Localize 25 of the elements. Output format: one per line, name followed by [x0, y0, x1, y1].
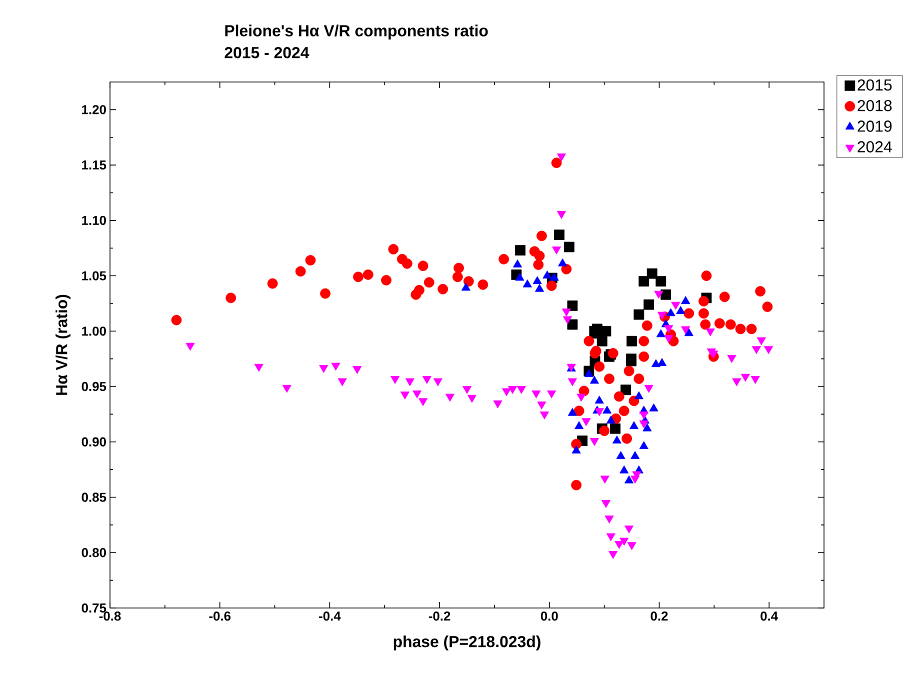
- y-tick-label: 0.90: [82, 437, 106, 446]
- y-tick-label: 0.80: [82, 548, 106, 558]
- x-tick-label: -0.6: [209, 612, 231, 621]
- legend-label: 2019: [858, 120, 892, 132]
- x-tick-label: 0.4: [760, 612, 778, 621]
- chart-title: Pleione's Hα V/R components ratio: [225, 24, 488, 40]
- legend-label: 2015: [858, 79, 892, 91]
- y-tick-label: 1.20: [82, 105, 106, 114]
- y-tick-label: 0.95: [82, 382, 106, 392]
- x-tick-label: -0.2: [428, 612, 450, 621]
- y-tick-label: 1.00: [82, 326, 106, 336]
- chart-subtitle: 2015 - 2024: [224, 47, 310, 58]
- x-tick-label: -0.4: [319, 612, 341, 621]
- x-tick-label: 0.2: [650, 612, 668, 621]
- y-tick-label: 1.05: [82, 271, 106, 280]
- x-tick-label: -0.8: [99, 612, 121, 621]
- y-tick-label: 0.75: [82, 603, 106, 613]
- y-axis-title: Hα V/R (ratio): [56, 294, 70, 395]
- x-axis-title: phase (P=218.023d): [394, 636, 540, 650]
- y-tick-label: 0.85: [82, 492, 106, 502]
- y-tick-label: 1.10: [82, 216, 106, 225]
- x-tick-label: 0.0: [540, 612, 558, 621]
- y-tick-label: 1.15: [82, 160, 106, 170]
- legend-label: 2024: [858, 141, 892, 152]
- legend-label: 2018: [858, 100, 892, 112]
